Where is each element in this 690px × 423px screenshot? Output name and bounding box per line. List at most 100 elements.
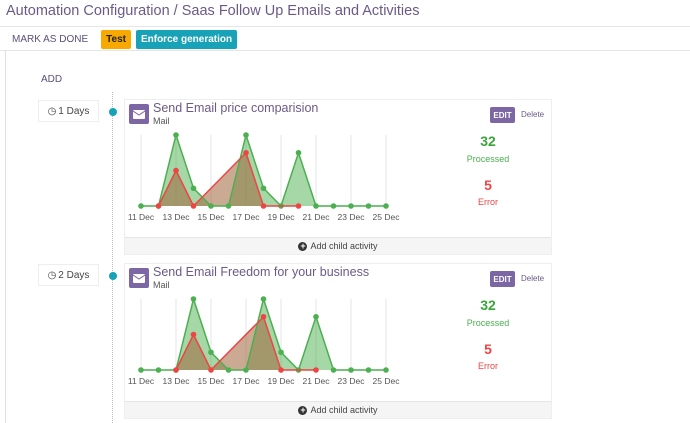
enforce-generation-button[interactable]: Enforce generation	[135, 29, 238, 49]
plus-circle-icon: +	[298, 404, 308, 415]
data-point-error	[155, 203, 162, 209]
data-point-processed	[330, 367, 337, 373]
data-point-processed	[278, 349, 284, 356]
add-child-label: Add child activity	[310, 405, 378, 415]
panel-border	[5, 51, 6, 423]
delete-button[interactable]: Delete	[521, 110, 545, 119]
series-line-error	[175, 315, 316, 372]
x-tick-label: 23 Dec	[338, 212, 366, 222]
data-point-processed	[383, 203, 389, 209]
divider	[0, 50, 690, 51]
processed-label: Processed	[466, 154, 510, 164]
processed-count: 32	[480, 133, 496, 149]
data-point-processed	[190, 185, 197, 192]
edit-button[interactable]: EDIT	[490, 271, 515, 287]
error-count: 5	[484, 341, 492, 357]
data-point-processed	[365, 203, 372, 209]
clock-icon: ◷	[47, 269, 57, 281]
mail-icon	[129, 268, 149, 288]
x-tick-label: 19 Dec	[268, 212, 296, 222]
data-point-error	[295, 203, 302, 209]
add-child-label: Add child activity	[310, 241, 378, 251]
data-point-error	[260, 313, 267, 320]
timeline-dot	[109, 108, 117, 116]
data-point-processed	[313, 313, 319, 320]
divider	[0, 26, 690, 27]
test-button[interactable]: Test	[101, 29, 131, 49]
x-tick-label: 19 Dec	[268, 376, 296, 386]
x-tick-label: 21 Dec	[303, 376, 331, 386]
data-point-error	[243, 149, 249, 156]
plus-circle-icon: +	[298, 240, 308, 251]
delay-badge: ◷ 2 Days	[38, 264, 99, 286]
activity-name[interactable]: Send Email Freedom for your business	[153, 265, 370, 279]
x-tick-label: 11 Dec	[128, 212, 155, 222]
data-point-processed	[295, 149, 302, 156]
error-count: 5	[484, 177, 492, 193]
x-tick-label: 21 Dec	[303, 212, 331, 222]
data-point-error	[313, 367, 319, 373]
data-point-processed	[330, 203, 337, 209]
delete-button[interactable]: Delete	[521, 274, 545, 283]
data-point-error	[278, 367, 284, 373]
x-tick-label: 15 Dec	[198, 376, 226, 386]
data-point-error	[190, 331, 197, 338]
x-tick-label: 15 Dec	[198, 212, 226, 222]
data-point-processed	[225, 367, 232, 373]
data-point-error	[190, 203, 197, 209]
data-point-error	[208, 367, 214, 373]
activity-chart: 11 Dec 13 Dec 15 Dec 17 Dec 19 Dec 21 Dec 23 D…	[128, 132, 401, 222]
x-tick-label: 17 Dec	[233, 212, 261, 222]
edit-button[interactable]: EDIT	[490, 107, 515, 123]
x-tick-label: 25 Dec	[373, 212, 401, 222]
data-point-processed	[313, 203, 319, 209]
activity-name[interactable]: Send Email price comparision	[153, 101, 319, 115]
add-child-activity-button[interactable]: + Add child activity	[125, 237, 551, 254]
data-point-processed	[208, 203, 214, 209]
toolbar: MARK AS DONE Test Enforce generation	[0, 28, 238, 50]
series-area-error	[158, 152, 299, 206]
breadcrumb: Automation Configuration / Saas Follow U…	[6, 3, 419, 19]
data-point-processed	[155, 367, 162, 373]
data-point-processed	[173, 132, 179, 138]
data-point-processed	[225, 203, 232, 209]
mark-as-done-button[interactable]: MARK AS DONE	[12, 33, 89, 45]
delay-label: 1 Days	[58, 105, 90, 117]
data-point-processed	[365, 367, 372, 373]
data-point-error	[173, 167, 179, 174]
activity-type: Mail	[153, 116, 170, 126]
processed-count: 32	[480, 297, 496, 313]
data-point-error	[260, 203, 267, 209]
delay-badge: ◷ 1 Days	[38, 100, 99, 122]
data-point-processed	[208, 349, 214, 356]
error-label: Error	[478, 361, 498, 371]
data-point-processed	[260, 296, 267, 302]
breadcrumb-root[interactable]: Automation Configuration	[6, 3, 170, 19]
breadcrumb-current: Saas Follow Up Emails and Activities	[181, 3, 420, 19]
x-tick-label: 13 Dec	[163, 212, 191, 222]
clock-icon: ◷	[47, 105, 57, 117]
timeline-dot	[109, 272, 117, 280]
add-child-activity-button[interactable]: + Add child activity	[125, 401, 551, 418]
data-point-processed	[138, 367, 144, 373]
data-point-processed	[348, 367, 354, 373]
data-point-processed	[190, 296, 197, 302]
error-label: Error	[478, 197, 498, 207]
x-tick-label: 25 Dec	[373, 376, 401, 386]
data-point-processed	[243, 367, 249, 373]
data-point-processed	[260, 185, 267, 192]
data-point-processed	[383, 367, 389, 373]
data-point-error	[173, 367, 179, 373]
x-tick-label: 23 Dec	[338, 376, 366, 386]
activity-card: Send Email price comparision Mail EDIT D…	[124, 99, 552, 255]
data-point-processed	[348, 203, 354, 209]
mail-icon	[129, 104, 149, 124]
x-tick-label: 17 Dec	[233, 376, 261, 386]
activity-type: Mail	[153, 280, 170, 290]
x-tick-label: 11 Dec	[128, 376, 155, 386]
timeline-line	[112, 92, 113, 423]
add-button[interactable]: ADD	[41, 74, 63, 85]
series-line-error	[157, 151, 299, 208]
x-tick-label: 13 Dec	[163, 376, 191, 386]
delay-label: 2 Days	[58, 269, 90, 281]
